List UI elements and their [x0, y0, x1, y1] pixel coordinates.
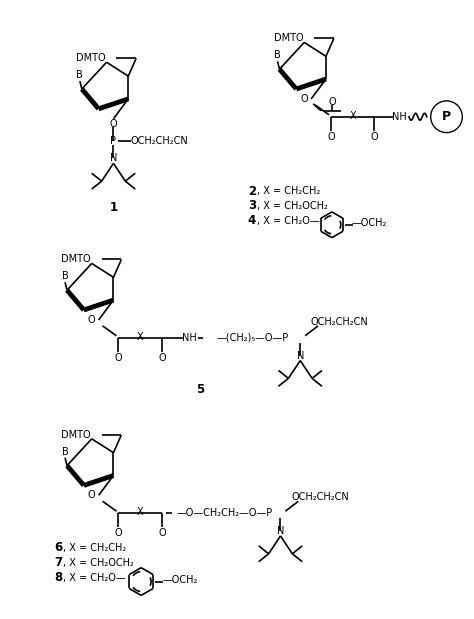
Text: DMTO: DMTO — [76, 53, 106, 63]
Text: , X = CH₂O—: , X = CH₂O— — [257, 216, 319, 226]
Text: O: O — [109, 119, 117, 129]
Text: N: N — [110, 154, 117, 163]
Text: B: B — [62, 271, 68, 281]
Text: —O—CH₂CH₂—O—P: —O—CH₂CH₂—O—P — [176, 508, 272, 518]
Text: OCH₂CH₂CN: OCH₂CH₂CN — [291, 492, 349, 502]
Text: —OCH₂: —OCH₂ — [352, 218, 387, 228]
Text: B: B — [274, 50, 281, 60]
Text: O: O — [158, 353, 166, 363]
Text: X: X — [349, 111, 356, 121]
Text: NH: NH — [392, 112, 406, 122]
Text: N: N — [277, 526, 284, 536]
Text: O: O — [88, 315, 96, 325]
Text: 6: 6 — [54, 542, 63, 555]
Text: O: O — [115, 353, 122, 363]
Text: —(CH₂)₅—O—P: —(CH₂)₅—O—P — [217, 333, 289, 343]
Text: OCH₂CH₂CN: OCH₂CH₂CN — [130, 136, 188, 145]
Text: —OCH₂: —OCH₂ — [163, 574, 198, 584]
Text: P: P — [110, 136, 117, 145]
Text: O: O — [158, 528, 166, 538]
Text: DMTO: DMTO — [61, 430, 91, 440]
Text: 7: 7 — [54, 556, 62, 569]
Text: 2: 2 — [248, 184, 256, 197]
Text: O: O — [88, 490, 96, 500]
Text: O: O — [301, 94, 308, 104]
Text: O: O — [328, 97, 336, 107]
Text: 3: 3 — [248, 199, 256, 212]
Text: 4: 4 — [248, 214, 256, 227]
Text: O: O — [115, 528, 122, 538]
Text: , X = CH₂O—: , X = CH₂O— — [63, 573, 126, 582]
Text: O: O — [327, 132, 335, 142]
Text: O: O — [371, 132, 378, 142]
Text: X: X — [137, 332, 144, 342]
Text: P: P — [442, 110, 451, 123]
Text: , X = CH₂OCH₂: , X = CH₂OCH₂ — [257, 201, 328, 211]
Text: , X = CH₂CH₂: , X = CH₂CH₂ — [63, 543, 126, 553]
Text: 1: 1 — [109, 201, 118, 214]
Text: N: N — [297, 350, 304, 361]
Text: OCH₂CH₂CN: OCH₂CH₂CN — [311, 317, 369, 327]
Text: B: B — [76, 70, 83, 80]
Text: B: B — [62, 447, 68, 457]
Text: , X = CH₂CH₂: , X = CH₂CH₂ — [257, 186, 320, 196]
Text: DMTO: DMTO — [273, 33, 303, 43]
Text: NH: NH — [182, 333, 197, 343]
Text: X: X — [137, 507, 144, 517]
Text: DMTO: DMTO — [61, 254, 91, 264]
Text: 8: 8 — [54, 571, 63, 584]
Text: , X = CH₂OCH₂: , X = CH₂OCH₂ — [63, 558, 134, 568]
Text: 5: 5 — [196, 383, 205, 396]
